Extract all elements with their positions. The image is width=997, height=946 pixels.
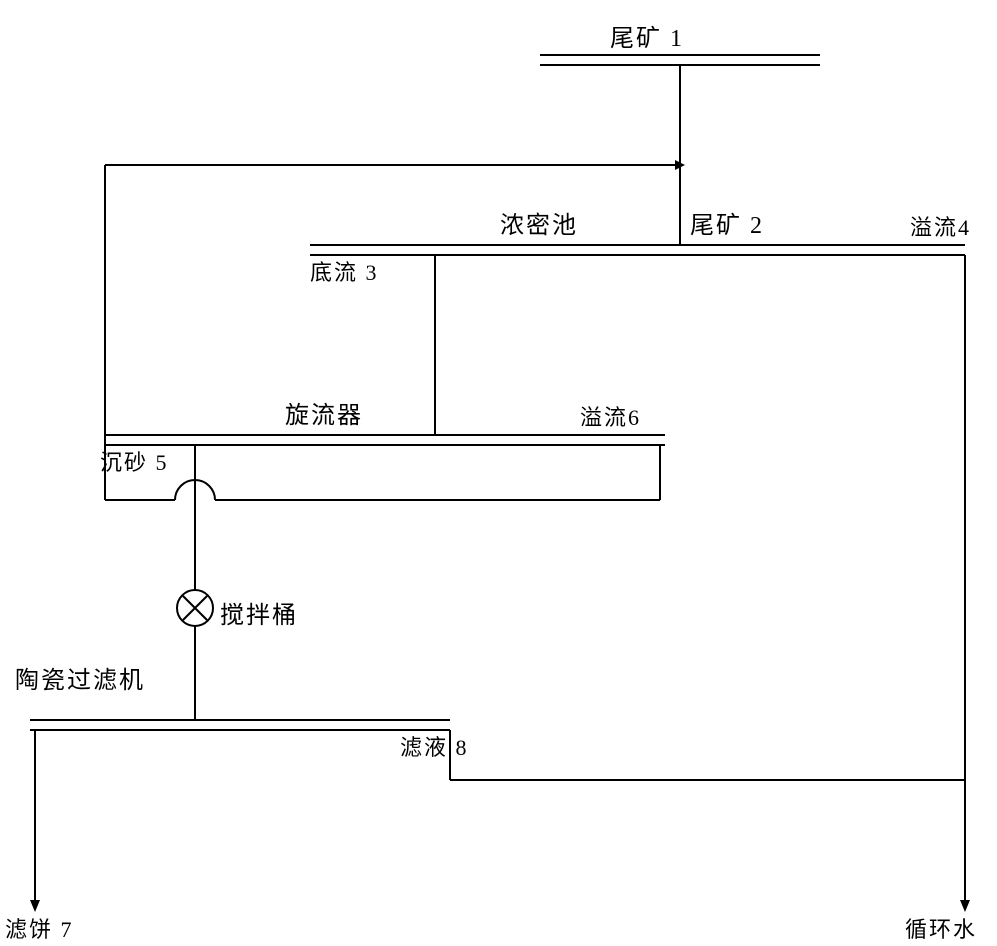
- label-underflow3: 底流 3: [310, 255, 379, 287]
- label-mixing-barrel: 搅拌桶: [220, 595, 298, 630]
- label-ceramic-filter: 陶瓷过滤机: [15, 660, 145, 695]
- label-recycled-water: 循环水: [905, 912, 977, 944]
- label-overflow4: 溢流4: [910, 210, 971, 242]
- label-tailings1: 尾矿 1: [610, 18, 684, 53]
- arrow-filtercake: [30, 900, 40, 912]
- label-settled-sand5: 沉砂 5: [100, 445, 169, 477]
- label-thickener: 浓密池: [500, 205, 578, 240]
- label-cyclone: 旋流器: [285, 395, 363, 430]
- label-filtercake7: 滤饼 7: [5, 912, 74, 944]
- label-filtrate8: 滤液 8: [400, 730, 469, 762]
- label-tailings2: 尾矿 2: [690, 205, 764, 240]
- arrow-recycled-water: [960, 900, 970, 912]
- label-overflow6: 溢流6: [580, 400, 641, 432]
